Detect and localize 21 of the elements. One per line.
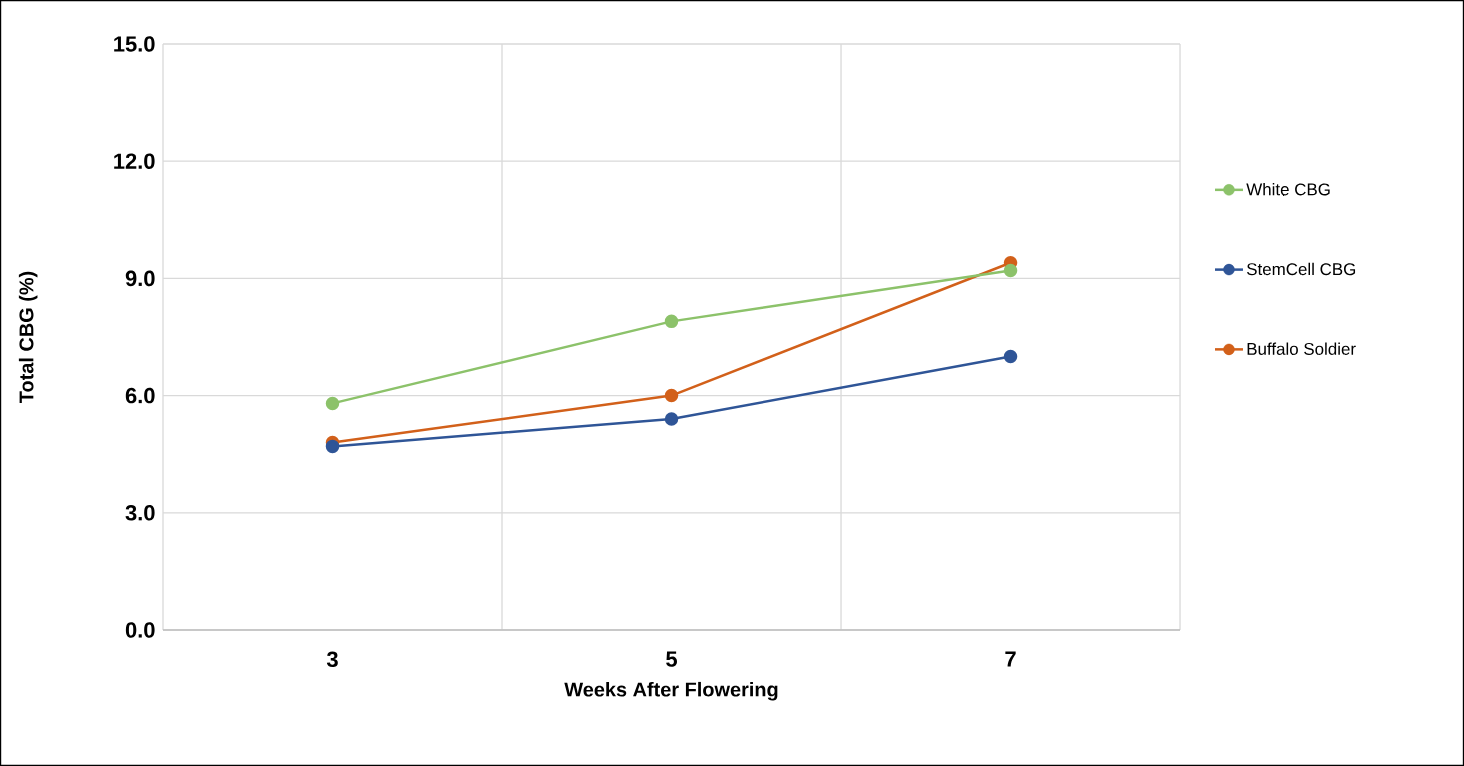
x-axis-title: Weeks After Flowering [564,681,778,701]
point [325,396,340,411]
legend-label: StemCell CBG [1246,262,1356,276]
x-tick-label: 5 [666,651,677,667]
y-tick-label: 9.0 [125,270,155,287]
legend-label: White CBG [1246,182,1330,196]
point [325,439,340,454]
point [664,388,679,403]
y-tick-label: 3.0 [125,505,155,521]
point [664,412,679,426]
x-tick-label: 7 [1005,651,1016,667]
point [1003,263,1018,278]
y-tick-label: 6.0 [125,387,155,404]
y-axis-title: Total CBG (%) [18,271,38,403]
point [664,314,679,329]
point [1003,349,1018,364]
legend-label: Buffalo Soldier [1247,342,1356,355]
y-tick-label: 12.0 [114,153,155,169]
x-tick-label: 3 [326,651,338,668]
y-tick-label: 0.0 [125,622,155,638]
y-tick-label: 15.0 [114,36,155,52]
